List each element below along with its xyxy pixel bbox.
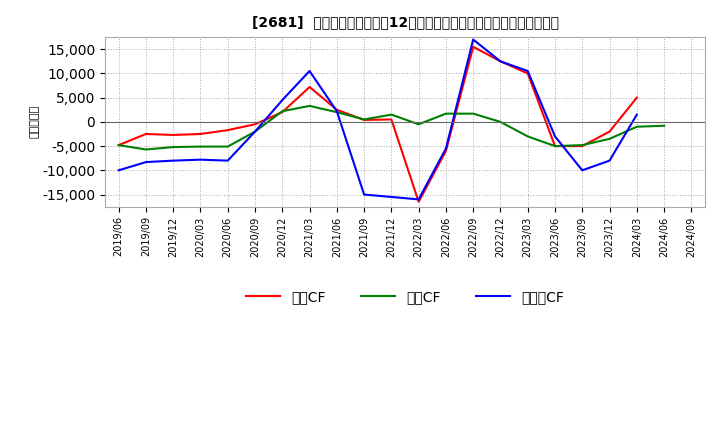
フリーCF [278,97,287,103]
営業CF [142,132,150,137]
営業CF [278,110,287,115]
フリーCF [441,146,450,151]
投資CF [469,111,477,116]
投資CF [578,143,587,148]
フリーCF [632,112,641,117]
フリーCF [578,168,587,173]
フリーCF [142,159,150,165]
投資CF [496,119,505,125]
投資CF [278,109,287,114]
投資CF [387,112,396,117]
投資CF [196,144,204,149]
営業CF [114,143,123,148]
営業CF [333,107,341,112]
フリーCF [496,59,505,64]
フリーCF [551,134,559,139]
フリーCF [196,157,204,162]
投資CF [305,103,314,109]
フリーCF [523,68,532,73]
営業CF [360,117,369,123]
フリーCF [414,197,423,202]
営業CF [414,199,423,205]
フリーCF [606,158,614,163]
投資CF [632,124,641,129]
投資CF [333,110,341,115]
営業CF [196,132,204,137]
営業CF [441,148,450,154]
営業CF [578,143,587,149]
営業CF [469,44,477,49]
営業CF [551,143,559,149]
営業CF [223,128,232,133]
フリーCF [387,194,396,200]
投資CF [114,143,123,148]
投資CF [251,129,259,134]
Line: フリーCF: フリーCF [119,40,636,199]
営業CF [305,84,314,90]
フリーCF [469,37,477,42]
フリーCF [223,158,232,163]
投資CF [441,111,450,116]
投資CF [523,134,532,139]
営業CF [169,132,178,138]
投資CF [223,144,232,149]
Y-axis label: （百万円）: （百万円） [30,105,40,139]
投資CF [660,123,668,128]
投資CF [142,147,150,152]
Line: 投資CF: 投資CF [119,106,664,150]
フリーCF [169,158,178,163]
フリーCF [251,129,259,134]
営業CF [632,95,641,100]
Title: [2681]  キャッシュフローの12か月移動合計の対前年同期増減額の推移: [2681] キャッシュフローの12か月移動合計の対前年同期増減額の推移 [251,15,559,29]
営業CF [606,129,614,134]
投資CF [606,136,614,142]
営業CF [496,59,505,64]
投資CF [551,143,559,149]
フリーCF [333,109,341,114]
投資CF [169,144,178,150]
Line: 営業CF: 営業CF [119,47,636,202]
フリーCF [305,68,314,73]
フリーCF [114,168,123,173]
Legend: 営業CF, 投資CF, フリーCF: 営業CF, 投資CF, フリーCF [240,285,570,310]
営業CF [251,122,259,127]
営業CF [523,71,532,76]
投資CF [360,117,369,122]
投資CF [414,122,423,127]
フリーCF [360,192,369,197]
営業CF [387,117,396,122]
